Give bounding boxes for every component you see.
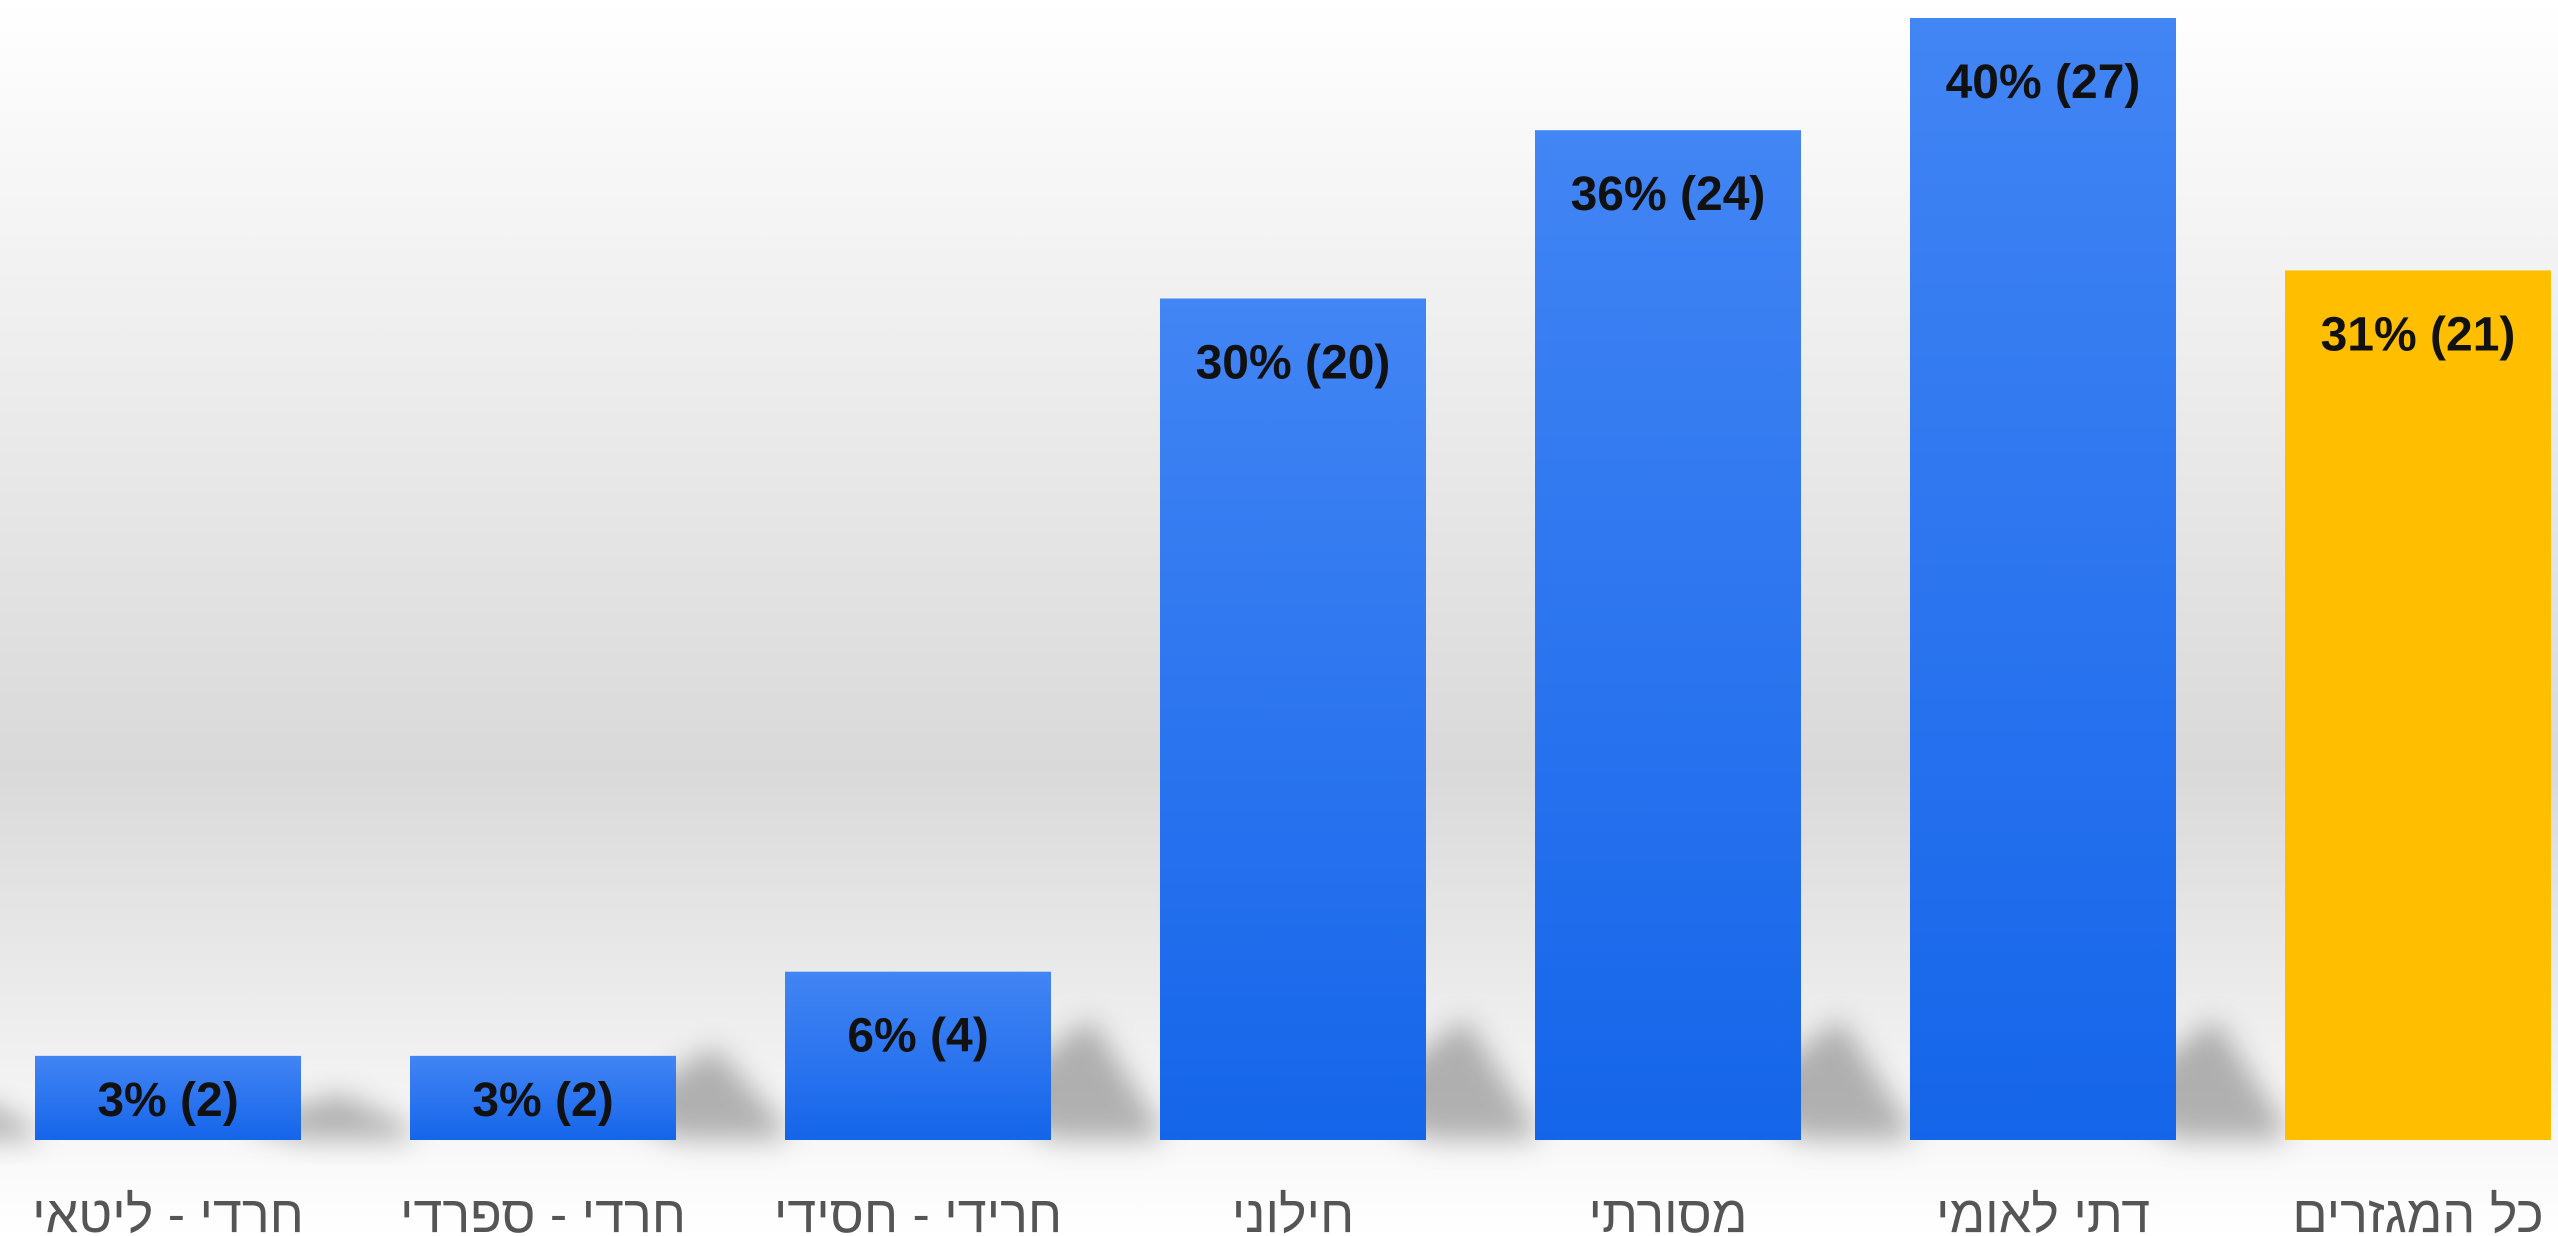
- data-label: 36% (24): [1571, 168, 1766, 221]
- data-label: 40% (27): [1946, 56, 2141, 109]
- category-label: מסורתי: [1589, 1186, 1748, 1236]
- bar: [785, 971, 1051, 1140]
- bar: [2285, 270, 2551, 1140]
- bar: [35, 1055, 301, 1140]
- bar-shadow: [0, 1109, 35, 1140]
- bars: [35, 18, 2551, 1140]
- bar: [1535, 130, 1801, 1140]
- bar: [1910, 18, 2176, 1140]
- bar: [410, 1055, 676, 1140]
- category-label: דתי לאומי: [1936, 1186, 2150, 1236]
- category-label: חרידי - חסידי: [774, 1186, 1062, 1236]
- category-label: חרדי - ליטאי: [32, 1186, 304, 1236]
- data-label: 3% (2): [472, 1074, 613, 1127]
- category-label: חילוני: [1232, 1186, 1355, 1236]
- data-label: 31% (21): [2321, 308, 2516, 361]
- category-label: חרדי - ספרדי: [400, 1186, 686, 1236]
- data-label: 3% (2): [97, 1074, 238, 1127]
- data-label: 30% (20): [1196, 337, 1391, 390]
- bar: [1160, 298, 1426, 1140]
- data-label: 6% (4): [847, 1010, 988, 1063]
- data-labels: 31% (21) 40% (27) 36% (24) 30% (20) 6% (4) 3%…: [97, 56, 2515, 1127]
- category-labels: כל המגזרים דתי לאומי מסורתי חילוני חרידי - ח…: [32, 1186, 2543, 1236]
- category-label: כל המגזרים: [2292, 1186, 2543, 1236]
